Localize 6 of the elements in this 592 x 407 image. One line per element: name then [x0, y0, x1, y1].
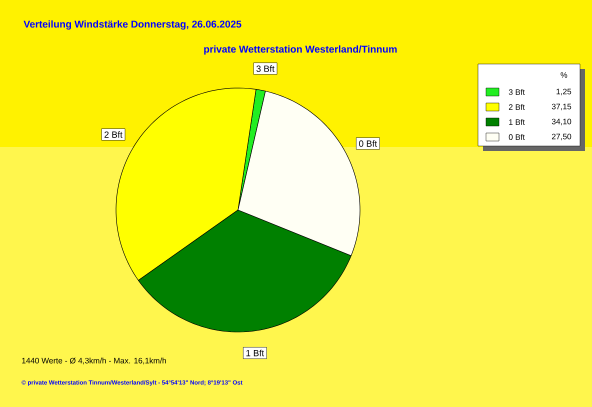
- slice-label: 1 Bft: [246, 350, 264, 356]
- chart-title: Verteilung Windstärke Donnerstag, 26.06.2025: [24, 20, 242, 30]
- slice-label: 3 Bft: [256, 65, 274, 72]
- slice-label: 0 Bft: [359, 140, 378, 147]
- slice-label: 2 Bft: [104, 131, 122, 138]
- chart-subtitle: private Wetterstation Westerland/Tinnum: [204, 45, 397, 55]
